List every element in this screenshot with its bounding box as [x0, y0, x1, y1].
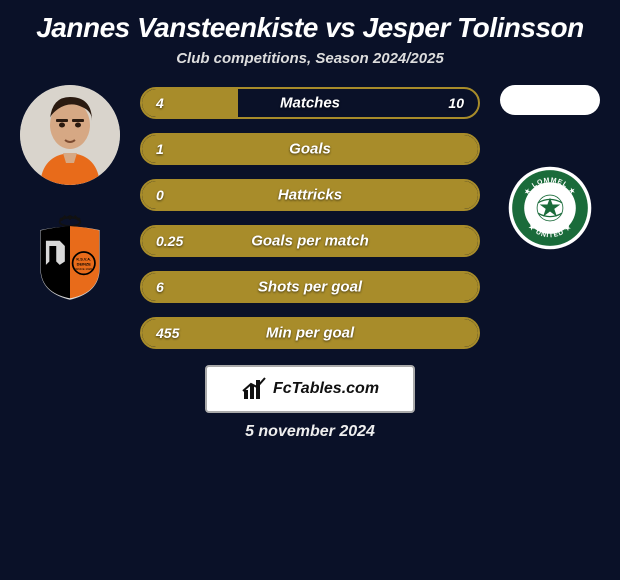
stat-row: 4 Matches 10: [140, 87, 480, 119]
date: 5 november 2024: [10, 423, 610, 441]
stat-label: Hattricks: [278, 187, 342, 204]
left-player-column: K.S.V.A. DEINZE SINCE 1926: [10, 85, 130, 301]
stat-left-value: 0: [156, 187, 164, 203]
stat-row: 0 Hattricks: [140, 179, 480, 211]
stat-label: Shots per goal: [258, 279, 362, 296]
stats-bars: 4 Matches 10 1 Goals 0 Hattricks 0.25 Goals per …: [140, 85, 480, 349]
stat-label: Matches: [280, 95, 340, 112]
subtitle: Club competitions, Season 2024/2025: [10, 50, 610, 67]
left-player-photo: [20, 85, 120, 185]
left-club-badge: K.S.V.A. DEINZE SINCE 1926: [27, 215, 113, 301]
stat-label: Goals: [289, 141, 331, 158]
brand-badge: FcTables.com: [205, 365, 415, 413]
stat-left-value: 455: [156, 325, 179, 341]
stat-left-value: 0.25: [156, 233, 183, 249]
comparison-panel: K.S.V.A. DEINZE SINCE 1926 4 Matches 10 1 Go…: [10, 85, 610, 349]
stat-label: Min per goal: [266, 325, 354, 342]
right-player-column: ★ LOMMEL ★ ★ UNITED ★: [490, 85, 610, 251]
brand-icon: [241, 376, 267, 402]
stat-label: Goals per match: [251, 233, 369, 250]
stat-row: 455 Min per goal: [140, 317, 480, 349]
stat-left-value: 6: [156, 279, 164, 295]
stat-row: 1 Goals: [140, 133, 480, 165]
stat-row: 6 Shots per goal: [140, 271, 480, 303]
stat-left-value: 1: [156, 141, 164, 157]
svg-text:K.S.V.A.: K.S.V.A.: [76, 257, 91, 262]
brand-text: FcTables.com: [273, 380, 379, 398]
page-title: Jannes Vansteenkiste vs Jesper Tolinsson: [10, 0, 610, 50]
right-player-photo: [500, 85, 600, 115]
stat-right-value: 10: [448, 95, 464, 111]
svg-text:SINCE 1926: SINCE 1926: [75, 267, 92, 271]
right-club-badge: ★ LOMMEL ★ ★ UNITED ★: [507, 165, 593, 251]
stat-left-value: 4: [156, 95, 164, 111]
stat-row: 0.25 Goals per match: [140, 225, 480, 257]
svg-text:DEINZE: DEINZE: [77, 262, 92, 267]
